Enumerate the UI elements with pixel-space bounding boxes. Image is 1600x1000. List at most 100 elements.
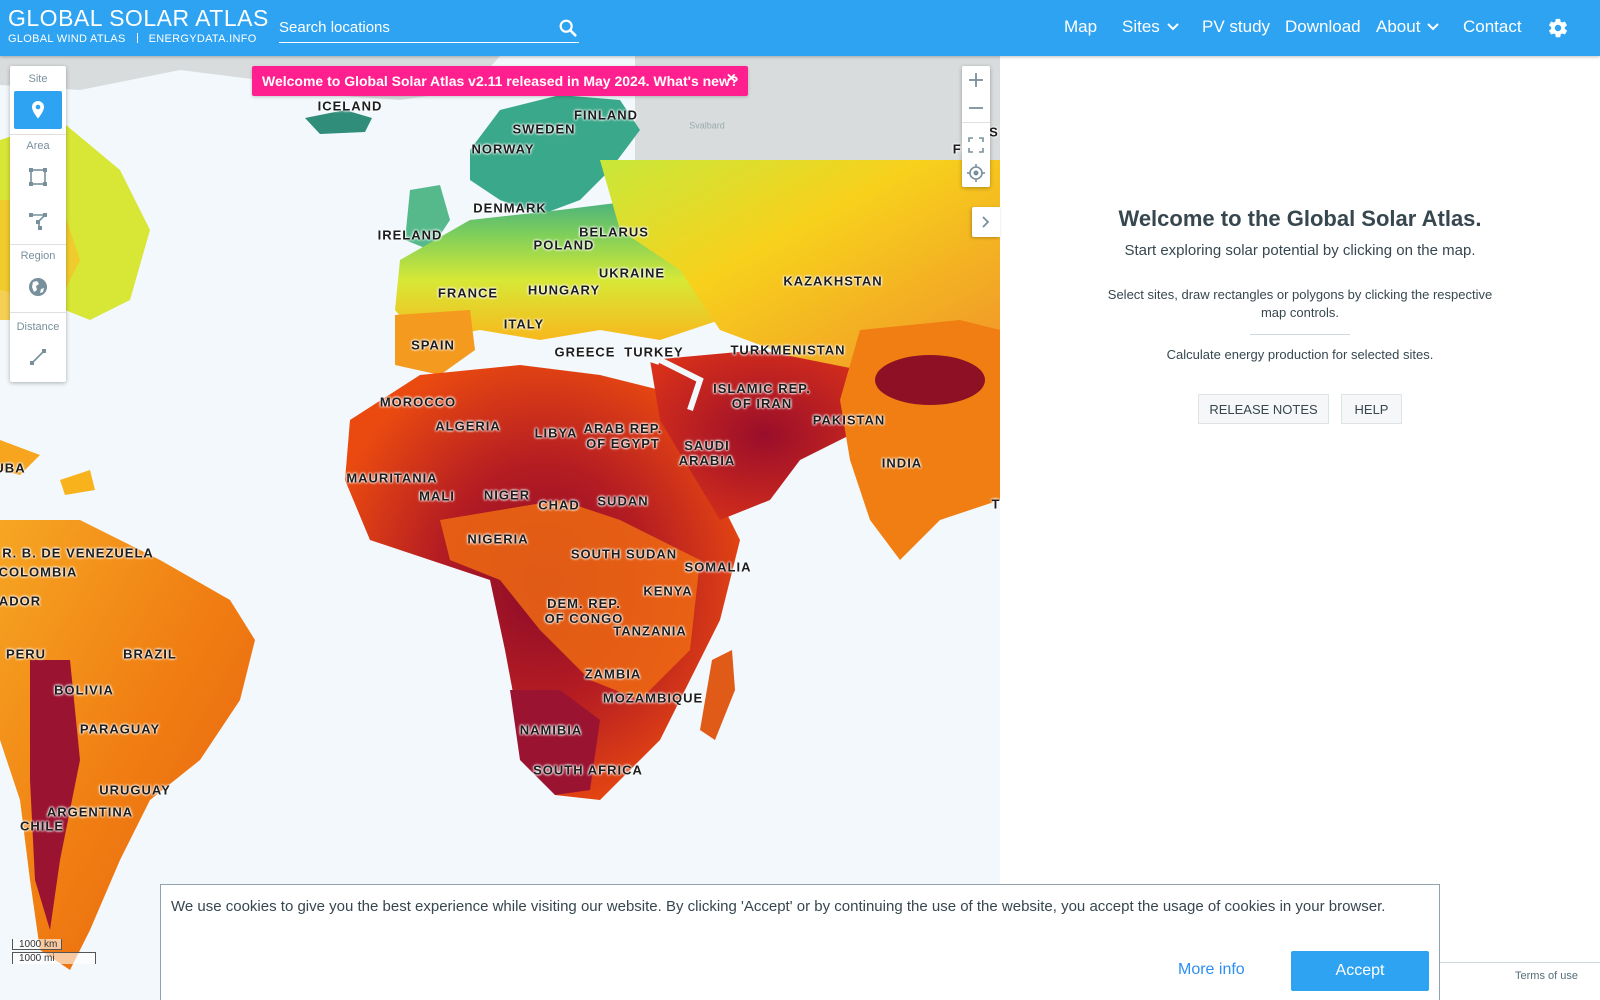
terms-of-use-link[interactable]: Terms of use bbox=[1515, 970, 1578, 982]
nav-map[interactable]: Map bbox=[1064, 17, 1097, 37]
nav-sites-label: Sites bbox=[1122, 17, 1160, 36]
site-tool-button[interactable] bbox=[14, 91, 62, 129]
more-info-link[interactable]: More info bbox=[1178, 961, 1245, 978]
release-banner[interactable]: Welcome to Global Solar Atlas v2.11 rele… bbox=[252, 66, 748, 96]
label-denmark: DENMARK bbox=[473, 200, 547, 216]
nav-download[interactable]: Download bbox=[1285, 17, 1361, 37]
label-namibia: NAMIBIA bbox=[519, 722, 583, 738]
minus-icon bbox=[969, 107, 983, 109]
label-norway: NORWAY bbox=[471, 141, 535, 157]
nav-about[interactable]: About bbox=[1376, 17, 1440, 37]
cookie-message: We use cookies to give you the best expe… bbox=[171, 898, 1386, 915]
panel-calc-text: Calculate energy production for selected… bbox=[1166, 347, 1434, 362]
fullscreen-button[interactable] bbox=[962, 131, 990, 159]
plus-icon bbox=[969, 73, 983, 87]
panel-instructions: Select sites, draw rectangles or polygon… bbox=[1107, 287, 1493, 320]
app-logo[interactable]: GLOBAL SOLAR ATLAS GLOBAL WIND ATLAS ENER… bbox=[8, 5, 269, 46]
close-icon[interactable]: × bbox=[726, 70, 736, 87]
search-input[interactable] bbox=[279, 14, 539, 40]
label-turkmenistan: TURKMENISTAN bbox=[730, 342, 846, 358]
label-colombia: COLOMBIA bbox=[0, 564, 78, 580]
cookie-banner: We use cookies to give you the best expe… bbox=[160, 884, 1440, 1000]
label-nigeria: NIGERIA bbox=[467, 531, 529, 547]
label-iran: ISLAMIC REP. OF IRAN bbox=[713, 381, 811, 411]
solar-map[interactable]: ICELAND FINLAND SWEDEN NORWAY DENMARK IR… bbox=[0, 56, 1000, 1000]
label-hungary: HUNGARY bbox=[527, 282, 601, 298]
nav-about-label: About bbox=[1376, 17, 1421, 36]
logo-separator bbox=[136, 33, 138, 43]
info-panel: Welcome to the Global Solar Atlas. Start… bbox=[1000, 56, 1600, 1000]
rectangle-tool-button[interactable] bbox=[14, 158, 62, 196]
toolbar-divider bbox=[10, 312, 66, 313]
label-bolivia: BOLIVIA bbox=[54, 682, 114, 698]
label-finland: FINLAND bbox=[573, 107, 639, 123]
map-pin-icon bbox=[32, 101, 44, 119]
label-svalbard: Svalbard bbox=[689, 120, 725, 131]
zoom-in-button[interactable] bbox=[962, 66, 990, 94]
nav-download-label: Download bbox=[1285, 17, 1361, 36]
label-india: INDIA bbox=[881, 455, 923, 471]
nav-contact-label: Contact bbox=[1463, 17, 1522, 36]
distance-label: Distance bbox=[16, 321, 60, 333]
map-controls bbox=[962, 66, 990, 187]
area-label: Area bbox=[26, 140, 50, 152]
nav-contact[interactable]: Contact bbox=[1463, 17, 1522, 37]
gear-icon[interactable] bbox=[1547, 17, 1569, 39]
label-ukraine: UKRAINE bbox=[598, 265, 666, 281]
label-sweden: SWEDEN bbox=[512, 121, 576, 137]
chevron-down-icon bbox=[1427, 23, 1440, 31]
crosshair-icon bbox=[967, 164, 985, 182]
site-label: Site bbox=[28, 73, 48, 85]
label-cuba: UBA bbox=[0, 460, 26, 476]
label-france: FRANCE bbox=[437, 285, 499, 301]
label-pakistan: PAKISTAN bbox=[812, 412, 886, 428]
chevron-down-icon bbox=[1167, 23, 1179, 31]
label-mozambique: MOZAMBIQUE bbox=[602, 690, 704, 706]
panel-subtitle: Start exploring solar potential by click… bbox=[1124, 242, 1476, 259]
panel-title: Welcome to the Global Solar Atlas. bbox=[1118, 206, 1482, 231]
logo-title[interactable]: GLOBAL SOLAR ATLAS bbox=[8, 5, 269, 31]
label-spain: SPAIN bbox=[411, 337, 455, 353]
label-niger: NIGER bbox=[483, 487, 531, 503]
label-edge-s: S bbox=[989, 124, 999, 140]
label-saudi-arabia: SAUDI ARABIA bbox=[678, 438, 736, 468]
label-sudan: SUDAN bbox=[597, 493, 649, 509]
nav-pv-study-label: PV study bbox=[1202, 17, 1271, 36]
distance-tool-button[interactable] bbox=[14, 338, 62, 376]
nav-pv-study[interactable]: PV study bbox=[1202, 17, 1270, 37]
logo-links: GLOBAL WIND ATLAS ENERGYDATA.INFO bbox=[8, 32, 269, 46]
region-tool-button[interactable] bbox=[14, 268, 62, 306]
search-icon[interactable] bbox=[557, 17, 579, 39]
label-libya: LIBYA bbox=[534, 425, 578, 441]
panel-toggle-button[interactable] bbox=[972, 207, 1000, 237]
region-label: Region bbox=[20, 250, 56, 262]
nav-sites[interactable]: Sites bbox=[1122, 17, 1180, 37]
location-search bbox=[279, 14, 579, 43]
label-poland: POLAND bbox=[533, 237, 595, 253]
label-argentina: ARGENTINA bbox=[46, 804, 134, 820]
solar-irradiation-layer bbox=[0, 56, 1000, 1000]
help-button[interactable]: HELP bbox=[1341, 394, 1402, 424]
release-banner-text[interactable]: Welcome to Global Solar Atlas v2.11 rele… bbox=[262, 73, 739, 89]
label-belarus: BELARUS bbox=[579, 224, 649, 240]
label-algeria: ALGERIA bbox=[435, 418, 501, 434]
locate-me-button[interactable] bbox=[962, 159, 990, 187]
accept-cookies-button[interactable]: Accept bbox=[1291, 951, 1429, 991]
chevron-right-icon bbox=[982, 216, 990, 228]
label-tanzania: TANZANIA bbox=[613, 623, 687, 639]
label-turkey: TURKEY bbox=[624, 344, 684, 360]
control-divider bbox=[962, 122, 990, 131]
globe-icon bbox=[29, 278, 47, 296]
label-edge-t: T bbox=[991, 496, 1000, 512]
label-ecuador: ADOR bbox=[0, 593, 42, 609]
label-morocco: MOROCCO bbox=[379, 394, 457, 410]
label-iceland: ICELAND bbox=[317, 98, 383, 114]
zoom-out-button[interactable] bbox=[962, 94, 990, 122]
footer-divider bbox=[1440, 962, 1600, 963]
energydata-link[interactable]: ENERGYDATA.INFO bbox=[148, 33, 257, 45]
polygon-tool-button[interactable] bbox=[14, 202, 62, 240]
label-uruguay: URUGUAY bbox=[99, 782, 171, 798]
label-chile: CHILE bbox=[20, 818, 64, 834]
global-wind-atlas-link[interactable]: GLOBAL WIND ATLAS bbox=[8, 33, 126, 45]
release-notes-button[interactable]: RELEASE NOTES bbox=[1198, 394, 1329, 424]
